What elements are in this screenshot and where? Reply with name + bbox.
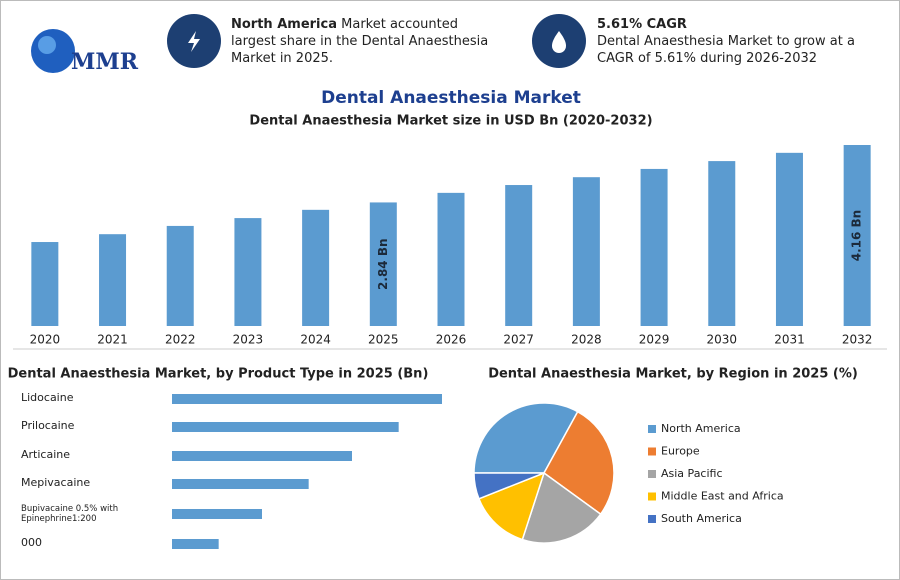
logo-shine [38,36,56,54]
legend-swatch [648,425,656,433]
x-tick-label: 2030 [706,333,737,347]
category-label: Mepivacaine [21,476,91,489]
bar [302,209,330,326]
bar [166,225,194,326]
bar [172,451,352,461]
x-tick-label: 2020 [30,333,61,347]
bar [505,185,533,326]
info-highlight: 5.61% CAGR [597,17,687,32]
x-tick-label: 2028 [571,333,602,347]
bar [708,161,736,326]
info-box: 5.61% CAGR Dental Anaesthesia Market to g… [597,16,892,67]
legend-label: Asia Pacific [661,467,723,480]
info-highlight: North America [231,17,337,32]
x-tick-label: 2029 [639,333,670,347]
category-label: Prilocaine [21,419,75,432]
drop-icon [552,31,566,53]
category-label: 000 [21,536,42,549]
x-tick-label: 2022 [165,333,196,347]
info-box: North America Market accounted largest s… [231,16,506,67]
x-tick-label: 2024 [300,333,331,347]
bar [172,394,442,404]
category-label: Lidocaine [21,391,74,404]
legend-swatch [648,470,656,478]
legend-label: North America [661,422,741,435]
chart-title: Dental Anaesthesia Market [321,88,581,108]
x-tick-label: 2031 [774,333,805,347]
bar [172,422,399,432]
bar [172,509,262,519]
bar [99,234,127,326]
bar [172,479,309,489]
legend-swatch [648,492,656,501]
legend-swatch [648,447,656,456]
bar [437,192,465,326]
chart-title: Dental Anaesthesia Market, by Product Ty… [8,367,429,382]
chart-subtitle: Dental Anaesthesia Market size in USD Bn… [249,114,652,129]
bar [369,202,397,326]
pie-slice [543,410,615,516]
x-tick-label: 2025 [368,333,399,347]
legend-label: Middle East and Africa [661,490,784,503]
bar [843,145,871,326]
logo-text: MMR [71,49,139,75]
info-text: Market accounted largest share in the De… [231,17,489,66]
x-tick-label: 2032 [842,333,873,347]
bar [31,242,59,326]
bar [775,152,803,326]
bar [640,168,668,326]
pie-slice [477,471,546,541]
legend-label: Europe [661,445,700,458]
info-text: Dental Anaesthesia Market to grow at a C… [597,34,855,66]
legend-label: South America [661,512,742,525]
value-label: 4.16 Bn [850,210,864,261]
bar [234,218,262,326]
pie-slice [473,472,545,500]
category-label: Bupivacaine 0.5% with Epinephrine1:200 [21,504,119,524]
bar [572,177,600,326]
x-tick-label: 2021 [97,333,128,347]
x-tick-label: 2027 [503,333,534,347]
x-tick-label: 2026 [436,333,467,347]
pie-slice [521,471,602,544]
pie-slice [473,402,579,474]
bolt-icon [188,31,200,52]
legend-swatch [648,515,656,523]
chart-title: Dental Anaesthesia Market, by Region in … [488,367,858,382]
value-label: 2.84 Bn [376,238,390,289]
bar [172,539,219,549]
category-label: Articaine [21,448,71,461]
x-tick-label: 2023 [233,333,264,347]
